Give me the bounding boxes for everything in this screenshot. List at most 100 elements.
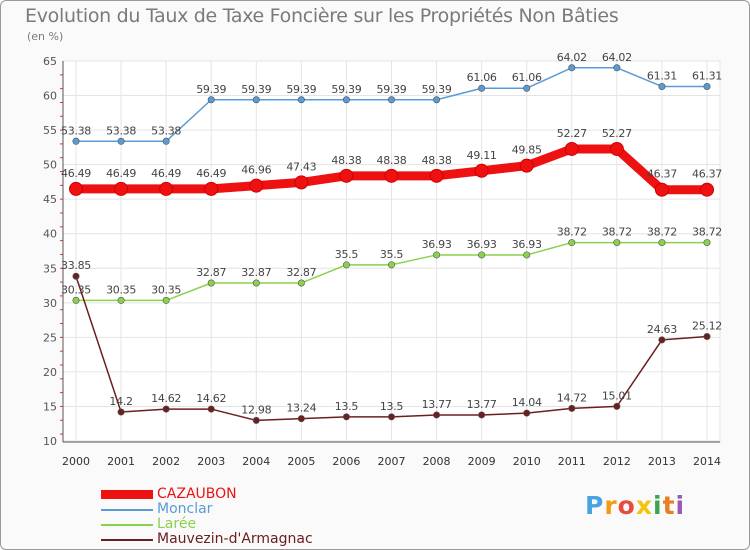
data-point[interactable] — [384, 168, 399, 183]
x-tick-label: 2011 — [558, 455, 586, 468]
data-label: 46.49 — [61, 167, 91, 180]
legend-swatch-mauvezin — [101, 538, 153, 541]
legend-swatch-monclar — [101, 508, 153, 511]
data-label: 14.62 — [151, 392, 181, 405]
data-point[interactable] — [72, 137, 80, 145]
data-point[interactable] — [207, 279, 215, 287]
data-point[interactable] — [474, 163, 489, 178]
data-label: 12.98 — [241, 403, 271, 416]
data-point[interactable] — [342, 96, 350, 104]
data-point[interactable] — [342, 261, 350, 269]
data-label: 38.72 — [602, 226, 632, 239]
y-tick-label: 40 — [43, 228, 57, 241]
data-point[interactable] — [387, 413, 395, 421]
data-point[interactable] — [703, 239, 711, 247]
data-point[interactable] — [658, 82, 666, 90]
legend-item-monclar[interactable]: Monclar — [101, 502, 313, 517]
data-point[interactable] — [252, 416, 260, 424]
data-point[interactable] — [207, 96, 215, 104]
data-point[interactable] — [523, 84, 531, 92]
data-point[interactable] — [658, 336, 666, 344]
data-point[interactable] — [117, 137, 125, 145]
data-point[interactable] — [613, 239, 621, 247]
data-label: 59.39 — [377, 83, 407, 96]
data-label: 13.24 — [286, 402, 316, 415]
data-point[interactable] — [162, 296, 170, 304]
data-label: 59.39 — [196, 83, 226, 96]
data-point[interactable] — [523, 251, 531, 259]
legend-item-laree[interactable]: Larée — [101, 517, 313, 532]
data-point[interactable] — [252, 279, 260, 287]
data-label: 13.5 — [335, 400, 359, 413]
data-label: 48.38 — [331, 154, 361, 167]
data-point[interactable] — [294, 175, 309, 190]
legend-item-cazaubon[interactable]: CAZAUBON — [101, 487, 313, 502]
data-point[interactable] — [564, 141, 579, 156]
data-point[interactable] — [613, 402, 621, 410]
data-point[interactable] — [568, 64, 576, 72]
x-tick-label: 2012 — [603, 455, 631, 468]
data-point[interactable] — [249, 178, 264, 193]
data-point[interactable] — [252, 96, 260, 104]
x-tick-label: 2009 — [468, 455, 496, 468]
data-point[interactable] — [297, 96, 305, 104]
x-tick-label: 2003 — [197, 455, 225, 468]
data-point[interactable] — [609, 141, 624, 156]
data-point[interactable] — [429, 168, 444, 183]
data-point[interactable] — [387, 96, 395, 104]
data-point[interactable] — [703, 82, 711, 90]
data-label: 46.49 — [196, 167, 226, 180]
data-point[interactable] — [159, 181, 174, 196]
data-point[interactable] — [433, 411, 441, 419]
x-tick-label: 2013 — [648, 455, 676, 468]
data-point[interactable] — [204, 181, 219, 196]
data-point[interactable] — [478, 411, 486, 419]
data-point[interactable] — [72, 272, 80, 280]
data-label: 32.87 — [196, 266, 226, 279]
data-point[interactable] — [523, 409, 531, 417]
legend-item-mauvezin[interactable]: Mauvezin-d'Armagnac — [101, 532, 313, 547]
data-point[interactable] — [297, 415, 305, 423]
data-label: 38.72 — [557, 226, 587, 239]
data-point[interactable] — [117, 296, 125, 304]
data-point[interactable] — [69, 181, 83, 196]
data-label: 59.39 — [286, 83, 316, 96]
y-tick-label: 20 — [43, 366, 57, 379]
data-point[interactable] — [387, 261, 395, 269]
data-point[interactable] — [478, 84, 486, 92]
data-label: 32.87 — [286, 266, 316, 279]
data-label: 36.93 — [467, 238, 497, 251]
data-label: 46.37 — [647, 168, 677, 181]
data-label: 13.77 — [422, 398, 452, 411]
data-point[interactable] — [114, 181, 129, 196]
data-point[interactable] — [568, 239, 576, 247]
data-point[interactable] — [117, 408, 125, 416]
data-point[interactable] — [658, 239, 666, 247]
data-label: 24.63 — [647, 323, 677, 336]
y-tick-label: 55 — [43, 124, 57, 137]
chart-title: Evolution du Taux de Taxe Foncière sur l… — [25, 5, 619, 27]
data-point[interactable] — [297, 279, 305, 287]
data-point[interactable] — [613, 64, 621, 72]
data-label: 49.85 — [512, 144, 542, 157]
data-label: 15.01 — [602, 389, 632, 402]
data-point[interactable] — [703, 333, 711, 341]
data-point[interactable] — [342, 413, 350, 421]
data-point[interactable] — [519, 158, 534, 173]
data-point[interactable] — [654, 182, 669, 197]
data-point[interactable] — [339, 168, 354, 183]
legend-swatch-cazaubon — [101, 490, 153, 499]
data-point[interactable] — [162, 405, 170, 413]
data-point[interactable] — [72, 296, 80, 304]
x-tick-label: 2008 — [423, 455, 451, 468]
data-point[interactable] — [433, 96, 441, 104]
data-point[interactable] — [162, 137, 170, 145]
data-point[interactable] — [433, 251, 441, 259]
data-label: 35.5 — [335, 248, 359, 261]
data-point[interactable] — [700, 182, 714, 197]
data-point[interactable] — [568, 404, 576, 412]
data-point[interactable] — [207, 405, 215, 413]
data-label: 47.43 — [286, 160, 316, 173]
data-point[interactable] — [478, 251, 486, 259]
data-label: 38.72 — [647, 226, 677, 239]
